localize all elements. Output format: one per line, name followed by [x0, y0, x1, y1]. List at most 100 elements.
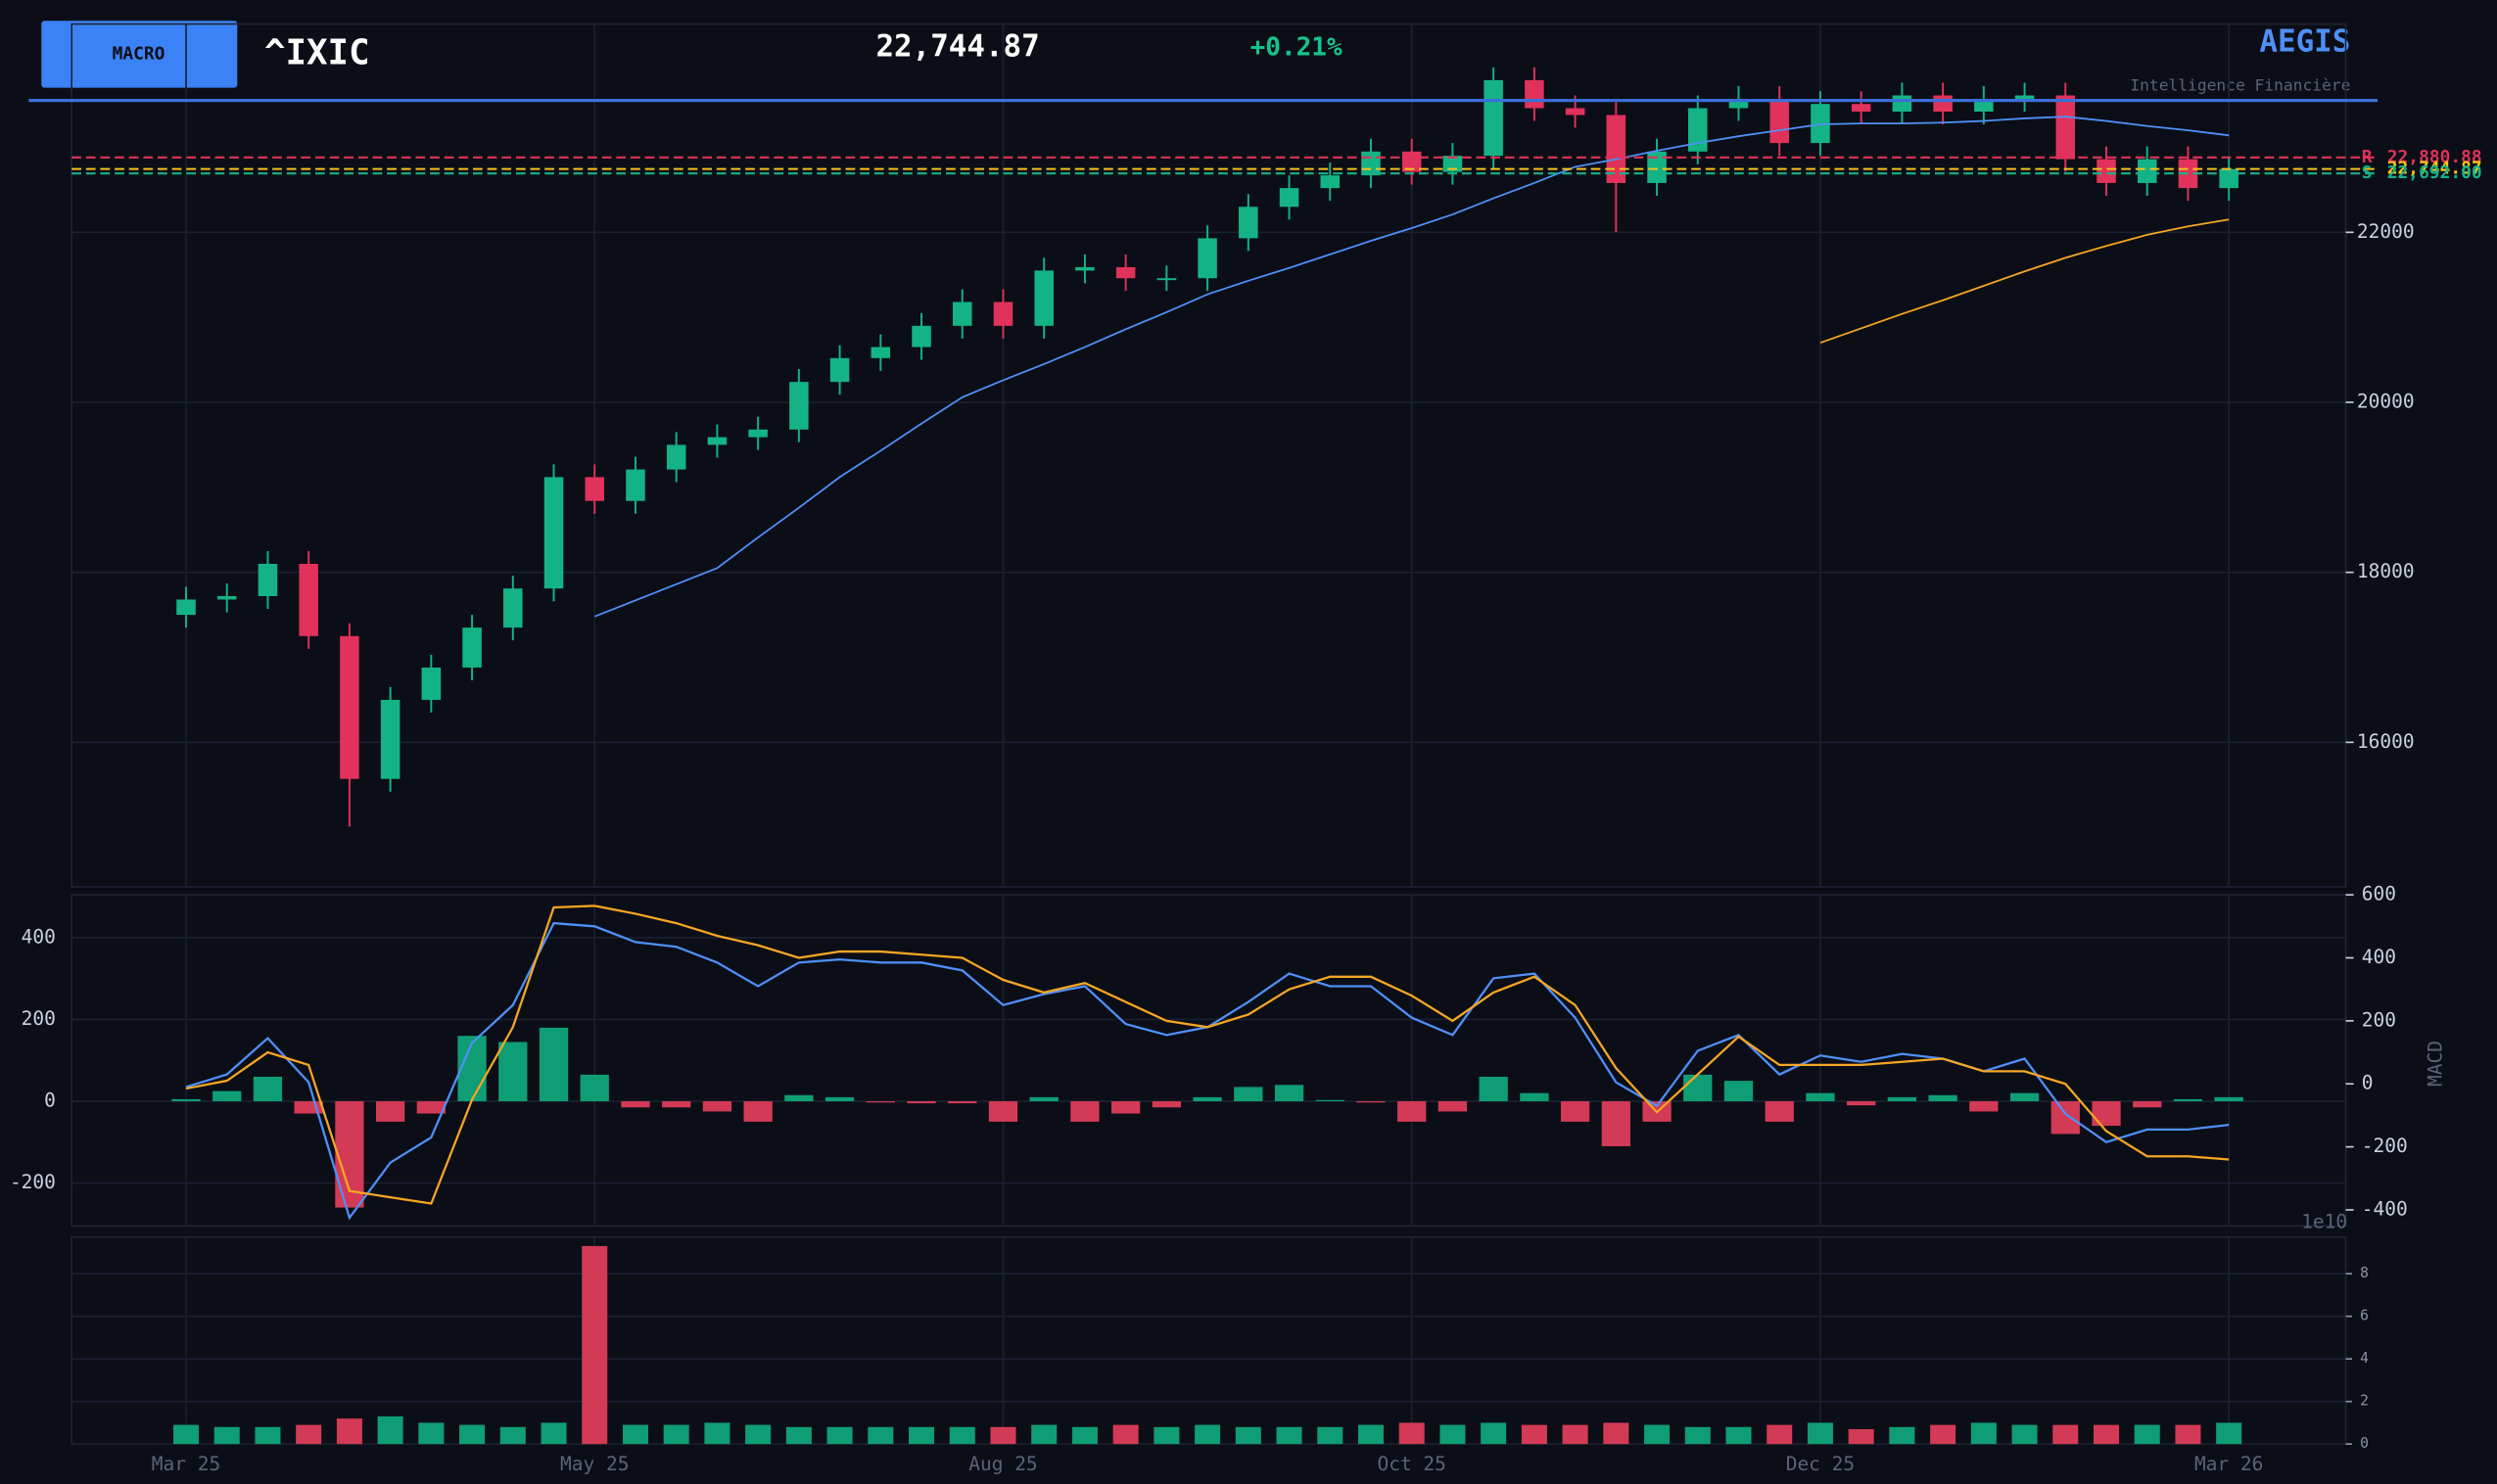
volume-bar	[336, 1418, 362, 1445]
histogram-bar	[866, 1101, 895, 1103]
y-tick-label: 200	[22, 1007, 56, 1030]
moving-average	[1819, 218, 2230, 345]
volume-bar	[1276, 1426, 1302, 1445]
volume-bar	[1807, 1422, 1833, 1445]
x-tick-label: May 25	[560, 1453, 629, 1475]
y-tick-label: 0	[2360, 1435, 2369, 1452]
candle-body	[871, 347, 891, 358]
histogram-bar	[1274, 1085, 1304, 1102]
volume-bar	[1357, 1424, 1384, 1445]
y-tick-label: 8	[2360, 1265, 2369, 1281]
level-name: S	[2362, 162, 2373, 183]
candle-body	[2137, 159, 2157, 183]
volume-bar	[909, 1426, 935, 1445]
moving-average	[593, 116, 2230, 618]
volume-bar	[213, 1426, 240, 1445]
candle-body	[380, 699, 400, 779]
histogram-bar	[988, 1101, 1018, 1122]
candle-body	[789, 382, 809, 430]
candle-body	[912, 325, 931, 348]
volume-bar	[255, 1426, 281, 1445]
histogram-bar	[2173, 1098, 2203, 1102]
histogram-bar	[784, 1094, 814, 1102]
candle-body	[707, 437, 728, 445]
histogram-bar	[2009, 1092, 2040, 1102]
badge[interactable]	[41, 21, 238, 88]
histogram-bar	[1437, 1101, 1468, 1112]
volume-bar	[949, 1426, 975, 1445]
y-tick-label: 20000	[2357, 390, 2415, 412]
panel-frame	[71, 894, 2347, 1228]
histogram-bar	[1397, 1101, 1427, 1122]
volume-bar	[1031, 1424, 1058, 1445]
candle-body	[299, 563, 318, 636]
candle-body	[2219, 168, 2238, 189]
volume-bar	[1481, 1422, 1507, 1445]
candle-body	[176, 599, 196, 616]
volume-bar	[868, 1426, 894, 1445]
histogram-bar	[948, 1101, 977, 1104]
histogram-bar	[743, 1101, 773, 1122]
volume-bar	[1848, 1428, 1874, 1445]
candle-body	[1442, 156, 1463, 172]
y-tick-label: 400	[22, 925, 56, 948]
volume-bar	[704, 1422, 730, 1445]
y2-tick-label: 400	[2362, 946, 2396, 968]
level-label: 22,692.00	[2387, 162, 2482, 183]
candle-body	[1361, 151, 1381, 176]
level-name: R	[2362, 147, 2373, 167]
volume-bar	[1725, 1426, 1752, 1445]
volume-bar	[2093, 1424, 2120, 1445]
candle-body	[829, 357, 850, 383]
candle-body	[1851, 104, 1871, 112]
volume-bar	[1071, 1426, 1098, 1445]
volume-bar	[1889, 1426, 1915, 1445]
candle-body	[1239, 207, 1258, 239]
y-unit-label: 1e10	[2301, 1211, 2347, 1233]
plots: Mar 25 May 25 Aug 25 Oct 25 Dec 25 Mar 26 1600…	[10, 23, 2482, 1475]
histogram-bar	[253, 1076, 283, 1102]
volume-bar	[172, 1424, 200, 1445]
histogram-bar	[171, 1098, 201, 1102]
histogram-bar	[1806, 1092, 1835, 1102]
y2-tick-label: 600	[2362, 883, 2396, 905]
y-tick-label: 18000	[2357, 560, 2415, 582]
histogram-bar	[2092, 1101, 2121, 1127]
candle-body	[340, 635, 359, 779]
candle-body	[1525, 79, 1544, 109]
badge-label[interactable]: MACRO	[113, 43, 165, 64]
y2-axis-label: MACD	[2425, 1041, 2447, 1087]
candle-body	[2055, 95, 2076, 160]
x-tick-label: Aug 25	[968, 1453, 1037, 1475]
level-label: 22,880.88	[2387, 147, 2482, 167]
volume-bar	[622, 1424, 648, 1445]
histogram-bar	[212, 1090, 242, 1102]
y2-tick-label: -400	[2362, 1197, 2408, 1220]
histogram-bar	[580, 1074, 609, 1102]
volume-bar	[541, 1422, 567, 1445]
histogram-bar	[416, 1101, 446, 1114]
histogram-bar	[1723, 1081, 1754, 1102]
histogram-bar	[457, 1036, 487, 1102]
candle-body	[1279, 188, 1299, 208]
candle-body	[1688, 108, 1708, 152]
volume-bar	[2216, 1422, 2242, 1445]
y2-tick-label: 200	[2362, 1008, 2396, 1031]
y-tick-label: 6	[2360, 1308, 2369, 1324]
histogram-bar	[1070, 1101, 1100, 1122]
volume-bar	[499, 1426, 526, 1445]
volume-bar	[459, 1424, 486, 1445]
candle-body	[1728, 98, 1749, 109]
level-label: 22,744.87	[2387, 159, 2482, 179]
candle-body	[748, 429, 768, 438]
volume-bar	[1235, 1426, 1261, 1445]
histogram-bar	[1152, 1101, 1182, 1108]
tagline: Intelligence Financière	[2130, 75, 2350, 94]
histogram-bar	[1560, 1101, 1590, 1122]
volume-bar	[1195, 1424, 1221, 1445]
candle-body	[1034, 270, 1054, 326]
x-tick-label: Mar 25	[152, 1453, 220, 1475]
volume-bar	[1398, 1422, 1425, 1445]
change: +0.21%	[1250, 32, 1343, 62]
